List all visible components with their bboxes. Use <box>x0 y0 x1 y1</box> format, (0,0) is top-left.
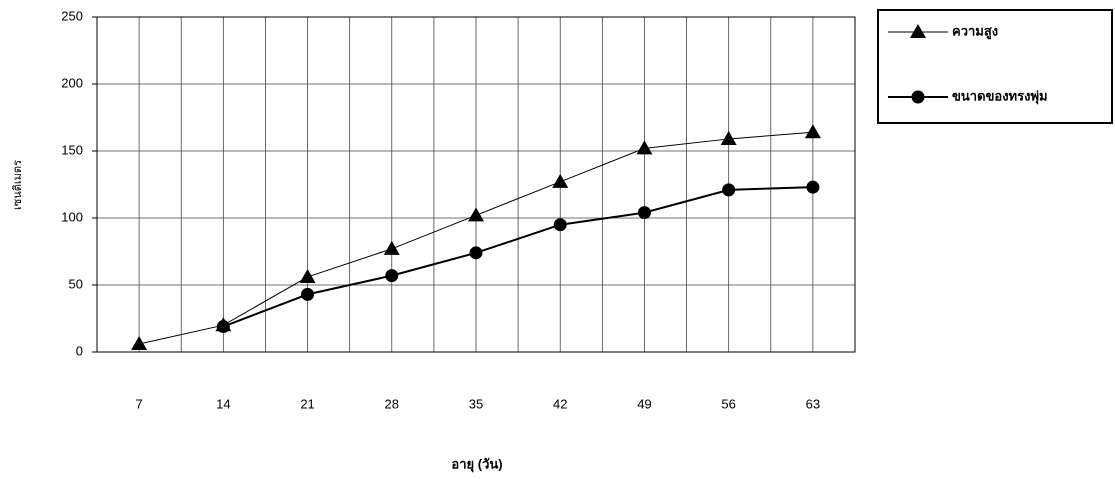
legend-label: ขนาดของทรงพุ่ม <box>952 88 1048 104</box>
y-tick-label: 100 <box>61 209 83 224</box>
y-tick-label: 0 <box>76 343 83 358</box>
marker <box>912 91 925 104</box>
x-axis-title: อายุ (วัน) <box>451 456 502 472</box>
x-tick-label: 7 <box>135 396 142 411</box>
marker <box>722 183 735 196</box>
x-tick-label: 42 <box>553 396 567 411</box>
x-tick-label: 21 <box>300 396 314 411</box>
chart: เซนติเมตร อายุ (วัน) 0 50 100 150 200 250 7 14 2… <box>0 0 1115 479</box>
y-tick-label: 150 <box>61 142 83 157</box>
x-tick-label: 63 <box>806 396 820 411</box>
marker <box>806 181 819 194</box>
marker <box>638 206 651 219</box>
marker <box>217 320 230 333</box>
x-tick-label: 14 <box>216 396 230 411</box>
marker <box>554 218 567 231</box>
x-tick-label: 28 <box>385 396 399 411</box>
x-tick-label: 35 <box>469 396 483 411</box>
legend-label: ความสูง <box>952 23 998 39</box>
x-tick-label: 49 <box>637 396 651 411</box>
marker <box>805 124 821 138</box>
x-tick-label: 56 <box>721 396 735 411</box>
y-tick-label: 200 <box>61 75 83 90</box>
y-tick-label: 250 <box>61 8 83 23</box>
marker <box>385 269 398 282</box>
marker <box>300 269 316 283</box>
marker <box>552 174 568 188</box>
y-axis-title: เซนติเมตร <box>12 160 24 210</box>
marker <box>721 131 737 145</box>
y-tick-label: 50 <box>69 276 83 291</box>
marker <box>468 207 484 221</box>
marker <box>470 246 483 259</box>
marker <box>301 288 314 301</box>
marker <box>384 241 400 255</box>
